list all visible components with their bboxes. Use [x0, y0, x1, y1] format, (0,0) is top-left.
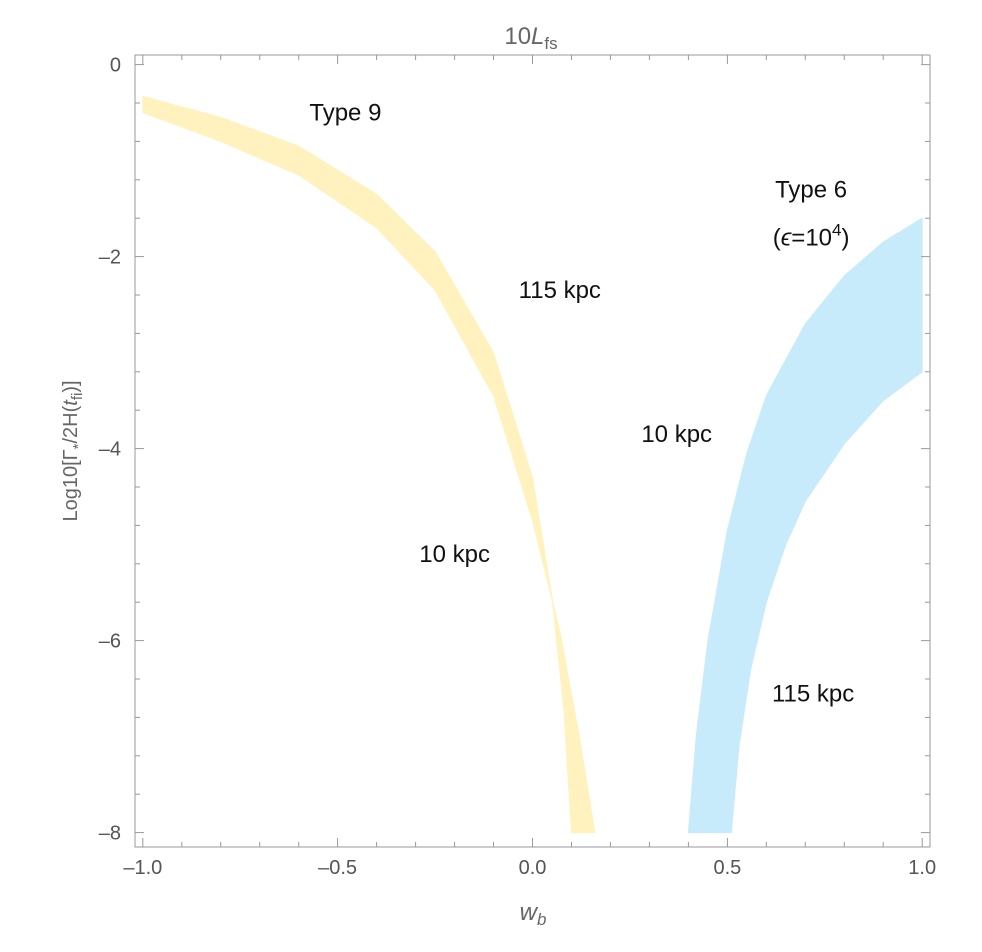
x-tick-label: –0.5: [318, 857, 357, 879]
y-tick-label: –2: [99, 247, 121, 269]
annotation-type6-115kpc: 115 kpc: [772, 680, 854, 707]
annotation-type9: Type 9: [309, 100, 381, 127]
y-tick-label: –6: [99, 631, 121, 653]
x-tick-label: 0.5: [713, 857, 741, 879]
y-tick-label: –8: [99, 823, 121, 845]
axis-ticks: [135, 55, 930, 847]
x-tick-label: 1.0: [908, 857, 936, 879]
tick-labels: –1.0 –0.5 0.0 0.5 1.0 0 –2 –4 –6 –8: [99, 55, 936, 879]
y-axis-label: Log10[Γ*/2H(tfi)]: [60, 380, 87, 521]
x-axis-label: wb: [520, 899, 547, 929]
x-tick-label: 0.0: [519, 857, 547, 879]
y-tick-label: 0: [110, 55, 121, 77]
x-tick-label: –1.0: [123, 857, 162, 879]
chart-title: 10Lfs: [504, 23, 557, 53]
band-1: [687, 217, 923, 834]
annotation-type6-epsilon: (ϵ=104): [773, 220, 850, 251]
annotation-type6: Type 6: [775, 176, 847, 203]
annotation-type6-10kpc: 10 kpc: [641, 421, 712, 448]
bands: [142, 95, 923, 834]
y-tick-label: –4: [99, 439, 121, 461]
annotation-type9-10kpc: 10 kpc: [419, 541, 490, 568]
band-0: [142, 95, 596, 834]
annotation-type9-115kpc: 115 kpc: [519, 277, 601, 304]
